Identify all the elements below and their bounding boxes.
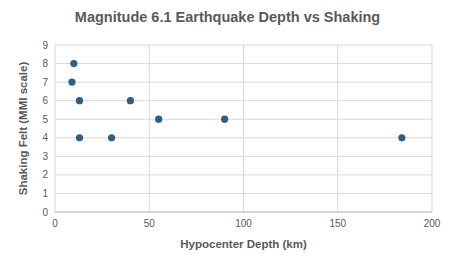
y-grid-line bbox=[55, 212, 432, 213]
y-tick-label: 4 bbox=[42, 132, 48, 143]
x-tick-label: 100 bbox=[235, 218, 252, 229]
point bbox=[108, 134, 115, 141]
point bbox=[398, 134, 405, 141]
x-tick-label: 150 bbox=[329, 218, 346, 229]
x-grid-line bbox=[149, 45, 150, 212]
point bbox=[155, 116, 162, 123]
x-axis-title: Hypocenter Depth (km) bbox=[180, 238, 307, 250]
x-grid-line bbox=[55, 45, 56, 212]
y-axis-title: Shaking Felt (MMI scale) bbox=[17, 62, 29, 196]
point bbox=[68, 79, 75, 86]
title: Magnitude 6.1 Earthquake Depth vs Shakin… bbox=[75, 9, 380, 25]
point bbox=[221, 116, 228, 123]
y-tick-label: 9 bbox=[42, 40, 48, 51]
y-tick-label: 0 bbox=[42, 207, 48, 218]
x-grid-line bbox=[432, 45, 433, 212]
y-tick-label: 3 bbox=[42, 151, 48, 162]
y-tick-label: 6 bbox=[42, 95, 48, 106]
x-tick-label: 0 bbox=[52, 218, 58, 229]
y-tick-label: 5 bbox=[42, 114, 48, 125]
y-tick-label: 2 bbox=[42, 169, 48, 180]
x-axis-line bbox=[55, 212, 432, 213]
x-grid-line bbox=[243, 45, 244, 212]
chart-container: Magnitude 6.1 Earthquake Depth vs Shakin… bbox=[0, 0, 455, 272]
point bbox=[76, 97, 83, 104]
x-grid-line bbox=[337, 45, 338, 212]
y-tick-label: 1 bbox=[42, 188, 48, 199]
chart-svg: Magnitude 6.1 Earthquake Depth vs Shakin… bbox=[0, 0, 455, 272]
point bbox=[127, 97, 134, 104]
y-tick-label: 7 bbox=[42, 77, 48, 88]
points bbox=[68, 60, 405, 141]
background bbox=[0, 0, 455, 272]
point bbox=[76, 134, 83, 141]
x-tick-label: 200 bbox=[424, 218, 441, 229]
y-tick-label: 8 bbox=[42, 58, 48, 69]
point bbox=[70, 60, 77, 67]
x-tick-label: 50 bbox=[144, 218, 156, 229]
